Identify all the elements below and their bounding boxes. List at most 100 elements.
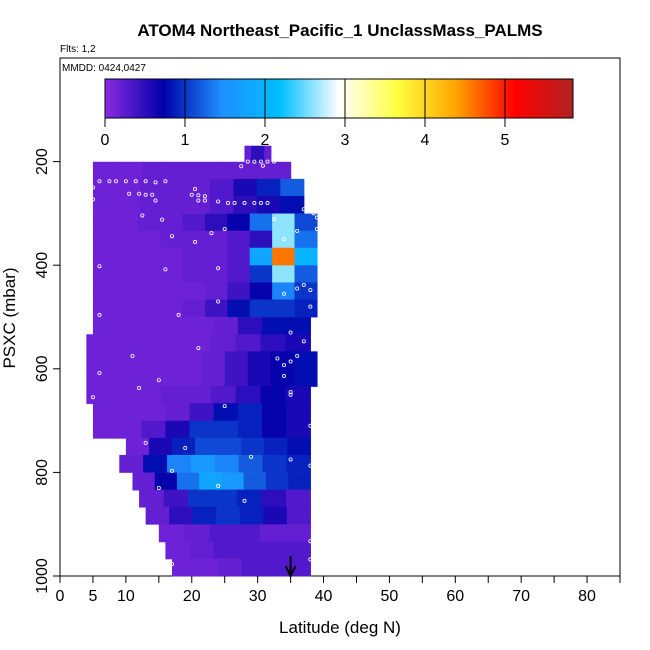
heatmap-cell bbox=[111, 334, 137, 353]
sample-point bbox=[321, 312, 326, 317]
heatmap-row bbox=[86, 351, 318, 370]
heatmap-cell bbox=[92, 230, 116, 249]
heatmap-cell bbox=[111, 386, 137, 404]
heatmap-cell bbox=[204, 230, 228, 249]
heatmap-cell bbox=[262, 541, 287, 560]
heatmap-cell bbox=[132, 351, 157, 370]
heatmap-cell bbox=[92, 178, 117, 197]
heatmap-cell bbox=[109, 368, 134, 387]
heatmap-cell bbox=[117, 403, 142, 422]
sample-point bbox=[176, 312, 181, 317]
sample-point bbox=[258, 159, 263, 164]
heatmap-row bbox=[92, 230, 318, 249]
sample-point bbox=[160, 217, 165, 222]
heatmap-cell bbox=[204, 299, 228, 318]
sample-point bbox=[90, 197, 95, 202]
heatmap-row bbox=[86, 386, 311, 404]
heatmap-cell bbox=[247, 351, 272, 370]
heatmap-cell bbox=[136, 386, 162, 404]
heatmap-cell bbox=[264, 558, 288, 577]
heatmap-cell bbox=[239, 506, 264, 525]
chart-title: ATOM4 Northeast_Pacific_1 UnclassMass_PA… bbox=[137, 21, 542, 40]
sample-point bbox=[216, 299, 221, 304]
x-tick-label: 20 bbox=[183, 588, 201, 605]
heatmap-cell bbox=[286, 506, 311, 525]
sample-point bbox=[202, 198, 207, 203]
x-tick-label: 0 bbox=[56, 588, 65, 605]
heatmap-cell bbox=[165, 541, 191, 560]
heatmap-cell bbox=[237, 403, 263, 422]
heatmap-cell bbox=[186, 178, 211, 197]
heatmap-cell bbox=[218, 558, 242, 577]
heatmap-cell bbox=[213, 403, 239, 422]
colorbar-bar bbox=[104, 78, 574, 119]
sample-point bbox=[308, 463, 313, 468]
heatmap-cell bbox=[155, 351, 180, 370]
sample-point bbox=[308, 304, 313, 309]
sample-point bbox=[252, 159, 257, 164]
heatmap-cell bbox=[92, 247, 116, 266]
heatmap-row bbox=[244, 145, 272, 164]
heatmap-cell bbox=[195, 437, 219, 456]
heatmap-cell bbox=[137, 247, 161, 266]
heatmap-cell bbox=[280, 195, 305, 214]
sample-point bbox=[288, 457, 293, 462]
sample-point bbox=[150, 192, 155, 197]
sample-point bbox=[169, 234, 174, 239]
sample-point bbox=[189, 192, 194, 197]
sample-point bbox=[196, 198, 201, 203]
heatmap-row bbox=[92, 403, 311, 422]
heatmap-cell bbox=[210, 195, 235, 214]
colorbar-ticks: 0 1 2 3 4 5 bbox=[101, 79, 510, 149]
sample-point bbox=[288, 392, 293, 397]
sample-point bbox=[265, 159, 270, 164]
heatmap-cell bbox=[139, 178, 164, 197]
heatmap-cell bbox=[235, 334, 262, 353]
heatmap-cell bbox=[141, 317, 167, 336]
heatmap-cell bbox=[115, 247, 139, 266]
heatmap-cell bbox=[182, 265, 206, 284]
sample-point bbox=[260, 163, 265, 168]
heatmap-cell bbox=[191, 161, 218, 180]
heatmap-cell bbox=[227, 282, 251, 301]
heatmap-cell bbox=[119, 454, 144, 473]
heatmap-cell bbox=[137, 213, 161, 232]
heatmap-row bbox=[92, 282, 318, 301]
heatmap-cell bbox=[182, 282, 206, 301]
sample-point bbox=[301, 339, 306, 344]
x-axis: 0 5 10 20 30 40 50 60 70 80 bbox=[56, 576, 621, 605]
sample-point bbox=[140, 213, 145, 218]
heatmap-row bbox=[92, 299, 318, 318]
heatmap-cell bbox=[117, 317, 142, 336]
heatmap-row bbox=[92, 317, 311, 336]
sample-point bbox=[156, 378, 161, 383]
sample-point bbox=[295, 353, 300, 358]
heatmap-cell bbox=[272, 265, 296, 284]
heatmap-cell bbox=[195, 558, 219, 577]
y-tick-label: 1000 bbox=[34, 558, 51, 594]
heatmap-cell bbox=[270, 351, 295, 370]
heatmap-cell bbox=[227, 265, 251, 284]
heatmap-cell bbox=[92, 265, 116, 284]
sample-point bbox=[90, 395, 95, 400]
heatmap-cell bbox=[92, 195, 117, 214]
heatmap-row bbox=[86, 368, 318, 387]
heatmap-cell bbox=[115, 265, 139, 284]
x-tick-label: 70 bbox=[512, 588, 530, 605]
colorbar-tick-label: 2 bbox=[261, 132, 270, 149]
heatmap-cell bbox=[261, 489, 287, 508]
heatmap-cell bbox=[167, 454, 192, 473]
heatmap-row bbox=[172, 558, 311, 577]
heatmap-cell bbox=[241, 437, 265, 456]
sample-point bbox=[272, 217, 277, 222]
heatmap-row bbox=[158, 524, 311, 543]
sample-point bbox=[97, 312, 102, 317]
heatmap-cell bbox=[265, 161, 292, 180]
heatmap-cell bbox=[155, 368, 180, 387]
heatmap-cell bbox=[216, 506, 241, 525]
heatmap-cell bbox=[116, 195, 141, 214]
heatmap-cell bbox=[145, 506, 170, 525]
colorbar-tick-label: 4 bbox=[421, 132, 430, 149]
heatmap-cell bbox=[186, 195, 211, 214]
heatmap-cell bbox=[185, 334, 212, 353]
